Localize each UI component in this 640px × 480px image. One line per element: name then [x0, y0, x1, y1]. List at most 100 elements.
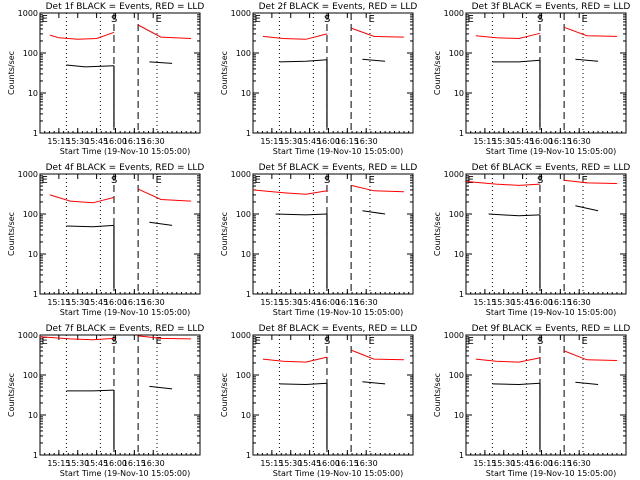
x-tick-label: 16:00 [104, 137, 127, 146]
y-tick-label: 100 [23, 210, 38, 219]
plot-frame [465, 12, 627, 134]
y-tick-label: 1000 [231, 331, 251, 340]
segment-marker: E [255, 336, 261, 347]
events-series-line [488, 213, 541, 217]
x-tick-label: 15:30 [66, 137, 89, 146]
x-tick-label: 16:00 [530, 298, 553, 307]
x-tick-label: 16:30 [568, 137, 591, 146]
segment-marker: E [42, 336, 48, 347]
chart-title: Det 3f BLACK = Events, RED = LLD [472, 2, 631, 12]
segment-marker: E [468, 336, 474, 347]
events-series-line [149, 385, 173, 390]
x-tick-label: 15:30 [279, 298, 302, 307]
segment-marker: S [537, 14, 543, 25]
events-series-line [575, 205, 599, 212]
x-axis-label: Start Time (19-Nov-10 15:05:00) [486, 147, 616, 156]
x-tick-label: 15:45 [85, 298, 108, 307]
x-axis-label: Start Time (19-Nov-10 15:05:00) [486, 308, 616, 317]
segment-marker: E [255, 175, 261, 186]
events-series-line [279, 382, 328, 386]
x-tick-label: 15:45 [511, 459, 534, 468]
chart-panel-5: Det 5f BLACK = Events, RED = LLD 1 10 100 10… [220, 163, 417, 317]
lld-series-line [475, 357, 541, 363]
x-tick-label: 16:15 [549, 298, 572, 307]
lld-series-line [138, 335, 191, 340]
segment-marker: S [537, 336, 543, 347]
chart-panel-8: Det 8f BLACK = Events, RED = LLD 1 10 100 10… [220, 324, 417, 478]
chart-title: Det 4f BLACK = Events, RED = LLD [46, 163, 205, 173]
y-tick-label: 1000 [444, 331, 464, 340]
lld-series-line [49, 31, 115, 40]
segment-marker: E [42, 175, 48, 186]
x-tick-label: 15:15 [260, 137, 283, 146]
x-tick-label: 16:15 [336, 459, 359, 468]
x-tick-label: 16:00 [530, 137, 553, 146]
y-tick-label: 1000 [18, 9, 38, 18]
x-axis-label: Start Time (19-Nov-10 15:05:00) [273, 308, 403, 317]
x-tick-label: 16:30 [568, 459, 591, 468]
events-series-line [66, 64, 115, 68]
x-tick-label: 15:30 [492, 459, 515, 468]
chart-panel-1: Det 1f BLACK = Events, RED = LLD 1 10 100 10… [7, 2, 204, 156]
x-tick-label: 15:45 [85, 137, 108, 146]
x-tick-label: 15:30 [492, 298, 515, 307]
chart-panel-3: Det 3f BLACK = Events, RED = LLD 1 10 100 10… [433, 2, 630, 156]
lld-series-line [350, 184, 404, 193]
x-tick-label: 16:30 [568, 298, 591, 307]
x-tick-label: 16:00 [104, 459, 127, 468]
segment-marker: S [111, 14, 117, 25]
x-axis-label: Start Time (19-Nov-10 15:05:00) [273, 469, 403, 478]
y-axis-label: Counts/sec [7, 51, 16, 95]
y-tick-label: 100 [236, 210, 251, 219]
segment-marker: S [537, 175, 543, 186]
y-axis-label: Counts/sec [433, 373, 442, 417]
plot-frame [465, 173, 627, 295]
y-axis-label: Counts/sec [220, 51, 229, 95]
segment-marker: S [324, 336, 330, 347]
segment-marker: E [368, 336, 374, 347]
events-series-line [492, 59, 541, 63]
chart-panel-9: Det 9f BLACK = Events, RED = LLD 1 10 100 10… [433, 324, 630, 478]
chart-panel-7: Det 7f BLACK = Events, RED = LLD 1 10 100 10… [7, 324, 204, 478]
chart-title: Det 7f BLACK = Events, RED = LLD [46, 324, 205, 334]
y-tick-label: 100 [449, 371, 464, 380]
x-tick-label: 15:45 [298, 298, 321, 307]
x-tick-label: 16:15 [336, 298, 359, 307]
x-tick-label: 16:15 [336, 137, 359, 146]
plot-frame [252, 12, 414, 134]
segment-marker: S [111, 336, 117, 347]
chart-title: Det 1f BLACK = Events, RED = LLD [46, 2, 205, 12]
x-tick-label: 15:30 [279, 459, 302, 468]
y-tick-label: 1 [33, 290, 38, 299]
lld-series-line [350, 349, 404, 361]
x-tick-label: 15:45 [511, 298, 534, 307]
segment-marker: S [324, 175, 330, 186]
chart-panel-4: Det 4f BLACK = Events, RED = LLD 1 10 100 10… [7, 163, 204, 317]
y-tick-label: 1 [246, 290, 251, 299]
x-tick-label: 16:30 [355, 137, 378, 146]
y-tick-label: 100 [449, 210, 464, 219]
x-tick-label: 16:15 [549, 459, 572, 468]
y-axis-label: Counts/sec [433, 212, 442, 256]
y-axis-label: Counts/sec [220, 373, 229, 417]
y-tick-label: 1 [246, 451, 251, 460]
lld-series-line [49, 194, 115, 204]
lld-series-line [563, 26, 617, 37]
x-tick-label: 16:15 [123, 459, 146, 468]
x-tick-label: 16:15 [549, 137, 572, 146]
x-tick-label: 16:30 [355, 459, 378, 468]
x-tick-label: 15:15 [47, 298, 70, 307]
segment-marker: E [468, 175, 474, 186]
x-tick-label: 15:30 [492, 137, 515, 146]
y-tick-label: 1 [33, 129, 38, 138]
chart-title: Det 9f BLACK = Events, RED = LLD [472, 324, 631, 334]
segment-marker: E [581, 14, 587, 25]
lld-series-line [563, 350, 617, 361]
x-axis-label: Start Time (19-Nov-10 15:05:00) [60, 469, 190, 478]
x-tick-label: 16:30 [355, 298, 378, 307]
x-tick-label: 16:00 [317, 137, 340, 146]
lld-series-line [465, 181, 541, 186]
events-series-line [66, 224, 115, 228]
lld-series-line [262, 33, 328, 40]
segment-marker: E [468, 14, 474, 25]
